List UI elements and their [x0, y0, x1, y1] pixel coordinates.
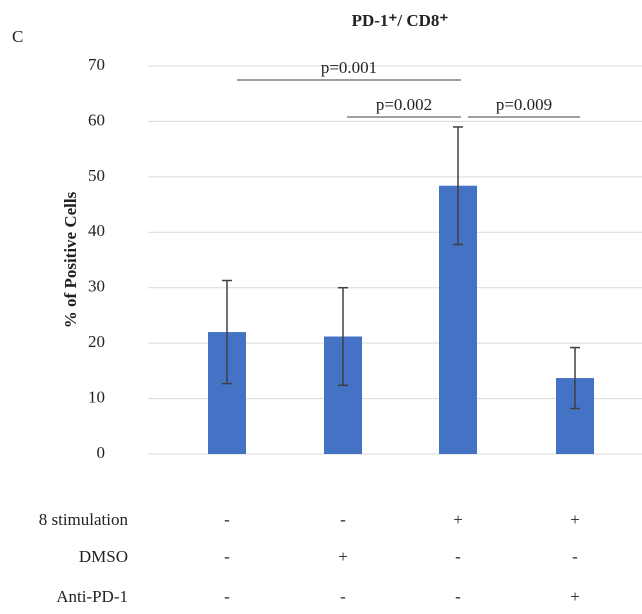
error-bar: [453, 126, 463, 246]
y-tick-label: 30: [88, 277, 105, 296]
treatment-sign: +: [338, 547, 348, 566]
treatment-sign: +: [570, 510, 580, 529]
significance-label: p=0.009: [496, 95, 552, 114]
treatment-sign: -: [455, 547, 461, 566]
treatment-sign: -: [224, 510, 230, 529]
y-tick-label: 20: [88, 332, 105, 351]
treatment-label: Anti-PD-1: [56, 587, 128, 606]
error-bar: [222, 279, 232, 385]
y-tick-label: 10: [88, 387, 105, 406]
treatment-sign: -: [340, 587, 346, 606]
treatment-sign: +: [453, 510, 463, 529]
treatment-sign: -: [572, 547, 578, 566]
significance-label: p=0.001: [321, 58, 377, 77]
y-tick-label: 50: [88, 166, 105, 185]
y-axis-label: % of Positive Cells: [61, 191, 80, 328]
y-tick-label: 70: [88, 55, 105, 74]
treatment-label: DMSO: [79, 547, 128, 566]
error-bar: [338, 286, 348, 387]
treatment-sign: -: [224, 547, 230, 566]
chart-title: PD-1⁺/ CD8⁺: [352, 11, 449, 30]
panel-label: C: [12, 27, 23, 46]
treatment-sign: -: [340, 510, 346, 529]
y-tick-label: 40: [88, 221, 105, 240]
treatment-sign: -: [455, 587, 461, 606]
treatment-label: 8 stimulation: [39, 510, 129, 529]
treatment-sign: -: [224, 587, 230, 606]
significance-label: p=0.002: [376, 95, 432, 114]
treatment-sign: +: [570, 587, 580, 606]
error-bar: [570, 346, 580, 410]
y-tick-label: 60: [88, 110, 105, 129]
y-tick-label: 0: [97, 443, 106, 462]
